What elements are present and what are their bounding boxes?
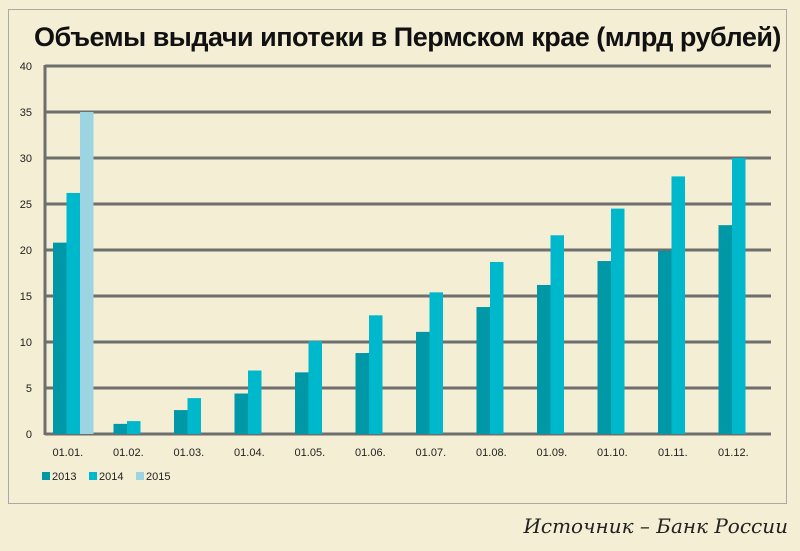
bar-2014-0107 (429, 292, 443, 434)
x-tick-label: 01.02. (113, 447, 144, 459)
y-tick-label: 0 (26, 429, 32, 441)
x-tick-label: 01.11. (658, 447, 688, 459)
y-tick-label: 25 (20, 199, 32, 211)
x-tick-label: 01.10. (597, 447, 628, 459)
bar-2015-0101 (80, 112, 94, 434)
y-tick-label: 15 (20, 291, 32, 303)
x-tick-label: 01.01. (53, 447, 84, 459)
legend-label-2015: 2015 (146, 471, 170, 483)
bar-2014-0108 (490, 261, 504, 434)
chart-frame (8, 9, 787, 504)
legend-swatch-2013 (42, 472, 50, 480)
bar-2014-0106 (369, 315, 383, 434)
source-note: Источник – Банк России (523, 514, 788, 538)
chart-title: Объемы выдачи ипотеки в Пермском крае (м… (34, 22, 781, 52)
bar-2013-0103 (174, 410, 188, 434)
legend-swatch-2015 (136, 472, 144, 480)
bar-2014-0102 (127, 421, 141, 434)
y-tick-label: 5 (26, 383, 32, 395)
x-tick-label: 01.04. (234, 447, 265, 459)
y-tick-label: 10 (20, 337, 32, 349)
x-tick-label: 01.05. (295, 447, 326, 459)
bar-2013-0101 (53, 242, 67, 434)
bar-2013-0107 (416, 331, 430, 434)
x-tick-label: 01.03. (174, 447, 205, 459)
x-tick-label: 01.07. (416, 447, 447, 459)
bar-2014-0105 (308, 341, 322, 434)
bar-2013-0112 (718, 225, 732, 434)
bar-2014-0112 (732, 158, 746, 434)
y-tick-label: 35 (20, 107, 32, 119)
bar-2014-0104 (248, 370, 262, 434)
bar-2013-0109 (537, 284, 551, 434)
bar-2014-0103 (187, 398, 201, 434)
bar-2014-0109 (550, 235, 564, 434)
x-tick-label: 01.06. (355, 447, 386, 459)
bar-2014-0101 (66, 192, 80, 434)
bar-2013-0105 (295, 372, 309, 434)
x-tick-label: 01.08. (476, 447, 507, 459)
bar-2013-0104 (234, 393, 248, 434)
legend-swatch-2014 (89, 472, 97, 480)
legend-label-2013: 2013 (52, 471, 76, 483)
bar-2013-0106 (355, 353, 369, 434)
x-tick-label: 01.12. (718, 447, 749, 459)
bar-2013-0102 (113, 423, 127, 434)
legend-label-2014: 2014 (99, 471, 123, 483)
bar-2014-0110 (611, 208, 625, 434)
y-tick-label: 30 (20, 153, 32, 165)
bar-2013-0108 (476, 307, 490, 434)
x-tick-label: 01.09. (537, 447, 568, 459)
y-tick-label: 20 (20, 245, 32, 257)
y-tick-label: 40 (20, 61, 32, 73)
bar-2013-0111 (658, 250, 672, 434)
bar-2013-0110 (597, 261, 611, 434)
bar-2014-0111 (671, 176, 685, 434)
